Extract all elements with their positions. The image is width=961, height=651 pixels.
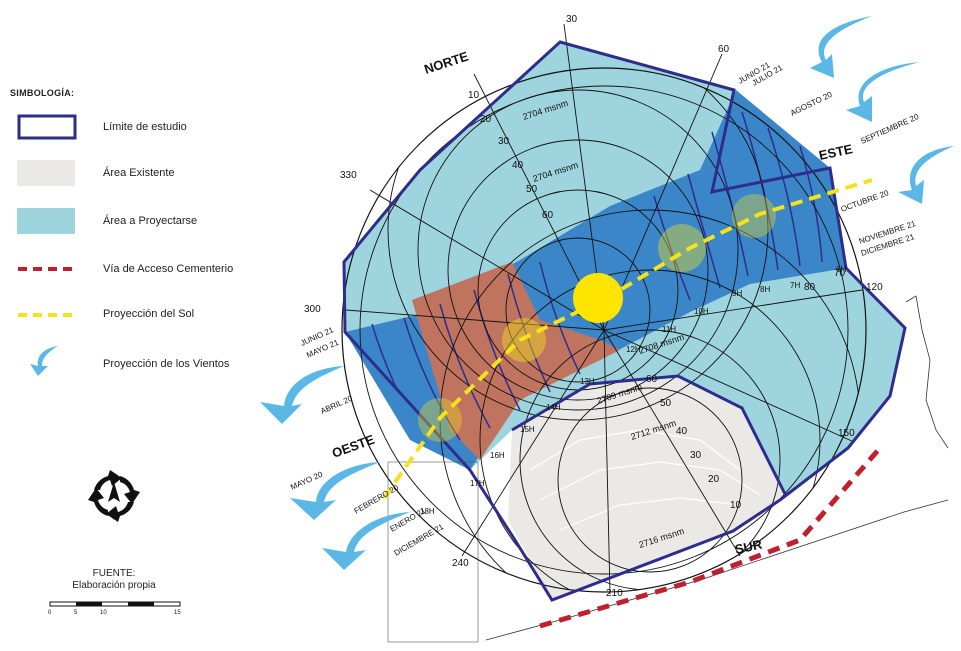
degree-label: 30 [566, 14, 578, 25]
proposed-building [412, 262, 620, 460]
source-note: FUENTE: Elaboración propia [50, 568, 178, 592]
altitude-label: 20 [480, 114, 492, 125]
cardinal-south: SUR [734, 536, 765, 557]
study-boundary [342, 40, 907, 602]
sun-position-1 [418, 398, 462, 442]
sun-date-label: MAYO 20 [289, 470, 324, 492]
wind-arrow-icon [290, 462, 380, 520]
degree-label: 150 [838, 428, 855, 439]
hour-label: 9H [732, 289, 742, 298]
wind-arrow-icon [810, 16, 872, 78]
wind-arrow-icon [322, 512, 410, 570]
hour-label: 15H [520, 425, 535, 434]
cardinal-east: ESTE [818, 141, 855, 163]
altitude-label: 60 [542, 210, 554, 221]
legend-wind-arrow-icon [30, 346, 58, 376]
polar-grid [341, 23, 867, 595]
hour-label: 17H [470, 479, 485, 488]
existing-area [508, 376, 786, 600]
sun-position-2 [502, 318, 546, 362]
sun-position-4 [658, 224, 706, 272]
altitude-label: 40 [676, 426, 688, 437]
altitude-label: 50 [660, 398, 672, 409]
degree-label: 210 [606, 588, 623, 599]
legend-label-road: Vía de Acceso Cementerio [103, 263, 234, 275]
hour-label: 12H [626, 345, 641, 354]
legend-label-sun: Proyección del Sol [103, 308, 195, 320]
altitude-label: 10 [730, 500, 742, 511]
sun-date-label: ENERO 21 [389, 506, 428, 534]
sun-positions [418, 194, 776, 442]
legend-label-wind: Proyección de los Vientos [103, 358, 230, 370]
legend-swatches [17, 114, 77, 376]
scale-tick: 15 [174, 610, 181, 616]
sun-date-label: ABRIL 20 [319, 394, 354, 416]
scale-tick: 10 [100, 610, 107, 616]
legend-label-existing: Área Existente [103, 167, 175, 179]
cardinal-north: NORTE [422, 48, 470, 76]
legend-swatch-boundary [17, 114, 77, 140]
source-label: FUENTE: [92, 568, 136, 579]
wind-arrow-icon [846, 62, 920, 122]
legend-title: SIMBOLOGÍA: [10, 88, 75, 98]
scale-bar: 0 5 10 15 [48, 601, 181, 616]
sun-date-label: OCTUBRE 20 [840, 188, 891, 214]
hour-label: 14H [546, 403, 561, 412]
wind-arrow-icon [898, 146, 954, 204]
altitude-label: 20 [708, 474, 720, 485]
hour-label: 10H [694, 307, 709, 316]
altitude-label: 40 [512, 160, 524, 171]
altitude-label: 80 [804, 282, 816, 293]
degree-label: 240 [452, 558, 469, 569]
hour-label: 7H [790, 281, 800, 290]
legend-label-projected: Área a Proyectarse [103, 215, 198, 227]
hour-label: 18H [420, 507, 435, 516]
legend-swatch-projected [17, 208, 75, 234]
sun-position-5 [732, 194, 776, 238]
wind-arrow-icon [260, 366, 344, 424]
altitude-label: 30 [498, 136, 510, 147]
existing-boundary [511, 374, 788, 497]
altitude-label: 10 [468, 90, 480, 101]
scale-tick: 5 [74, 610, 78, 616]
scale-tick: 0 [48, 610, 52, 616]
legend-swatch-existing [17, 160, 75, 186]
altitude-label: 50 [526, 184, 538, 195]
altitude-label: 60 [646, 374, 658, 385]
degree-label: 60 [718, 44, 730, 55]
hour-label: 8H [760, 285, 770, 294]
sun-date-label: FEBRERO 20 [353, 483, 401, 516]
hour-label: 11H [662, 325, 676, 334]
degree-label: 300 [304, 304, 321, 315]
north-arrow-icon [88, 470, 140, 522]
degree-label: 330 [340, 170, 357, 181]
legend-label-boundary: Límite de estudio [103, 121, 187, 133]
sun-position-main [573, 273, 623, 323]
altitude-label: 70 [834, 268, 846, 279]
cardinal-west: OESTE [330, 432, 377, 461]
degree-label: 120 [866, 282, 883, 293]
sun-date-label: AGOSTO 20 [789, 90, 834, 118]
hour-label: 13H [580, 377, 595, 386]
hour-label: 6H [836, 265, 846, 274]
wind-arrows [260, 16, 954, 570]
hour-label: 16H [490, 451, 505, 460]
altitude-label: 30 [690, 450, 702, 461]
source-value: Elaboración propia [72, 580, 156, 591]
